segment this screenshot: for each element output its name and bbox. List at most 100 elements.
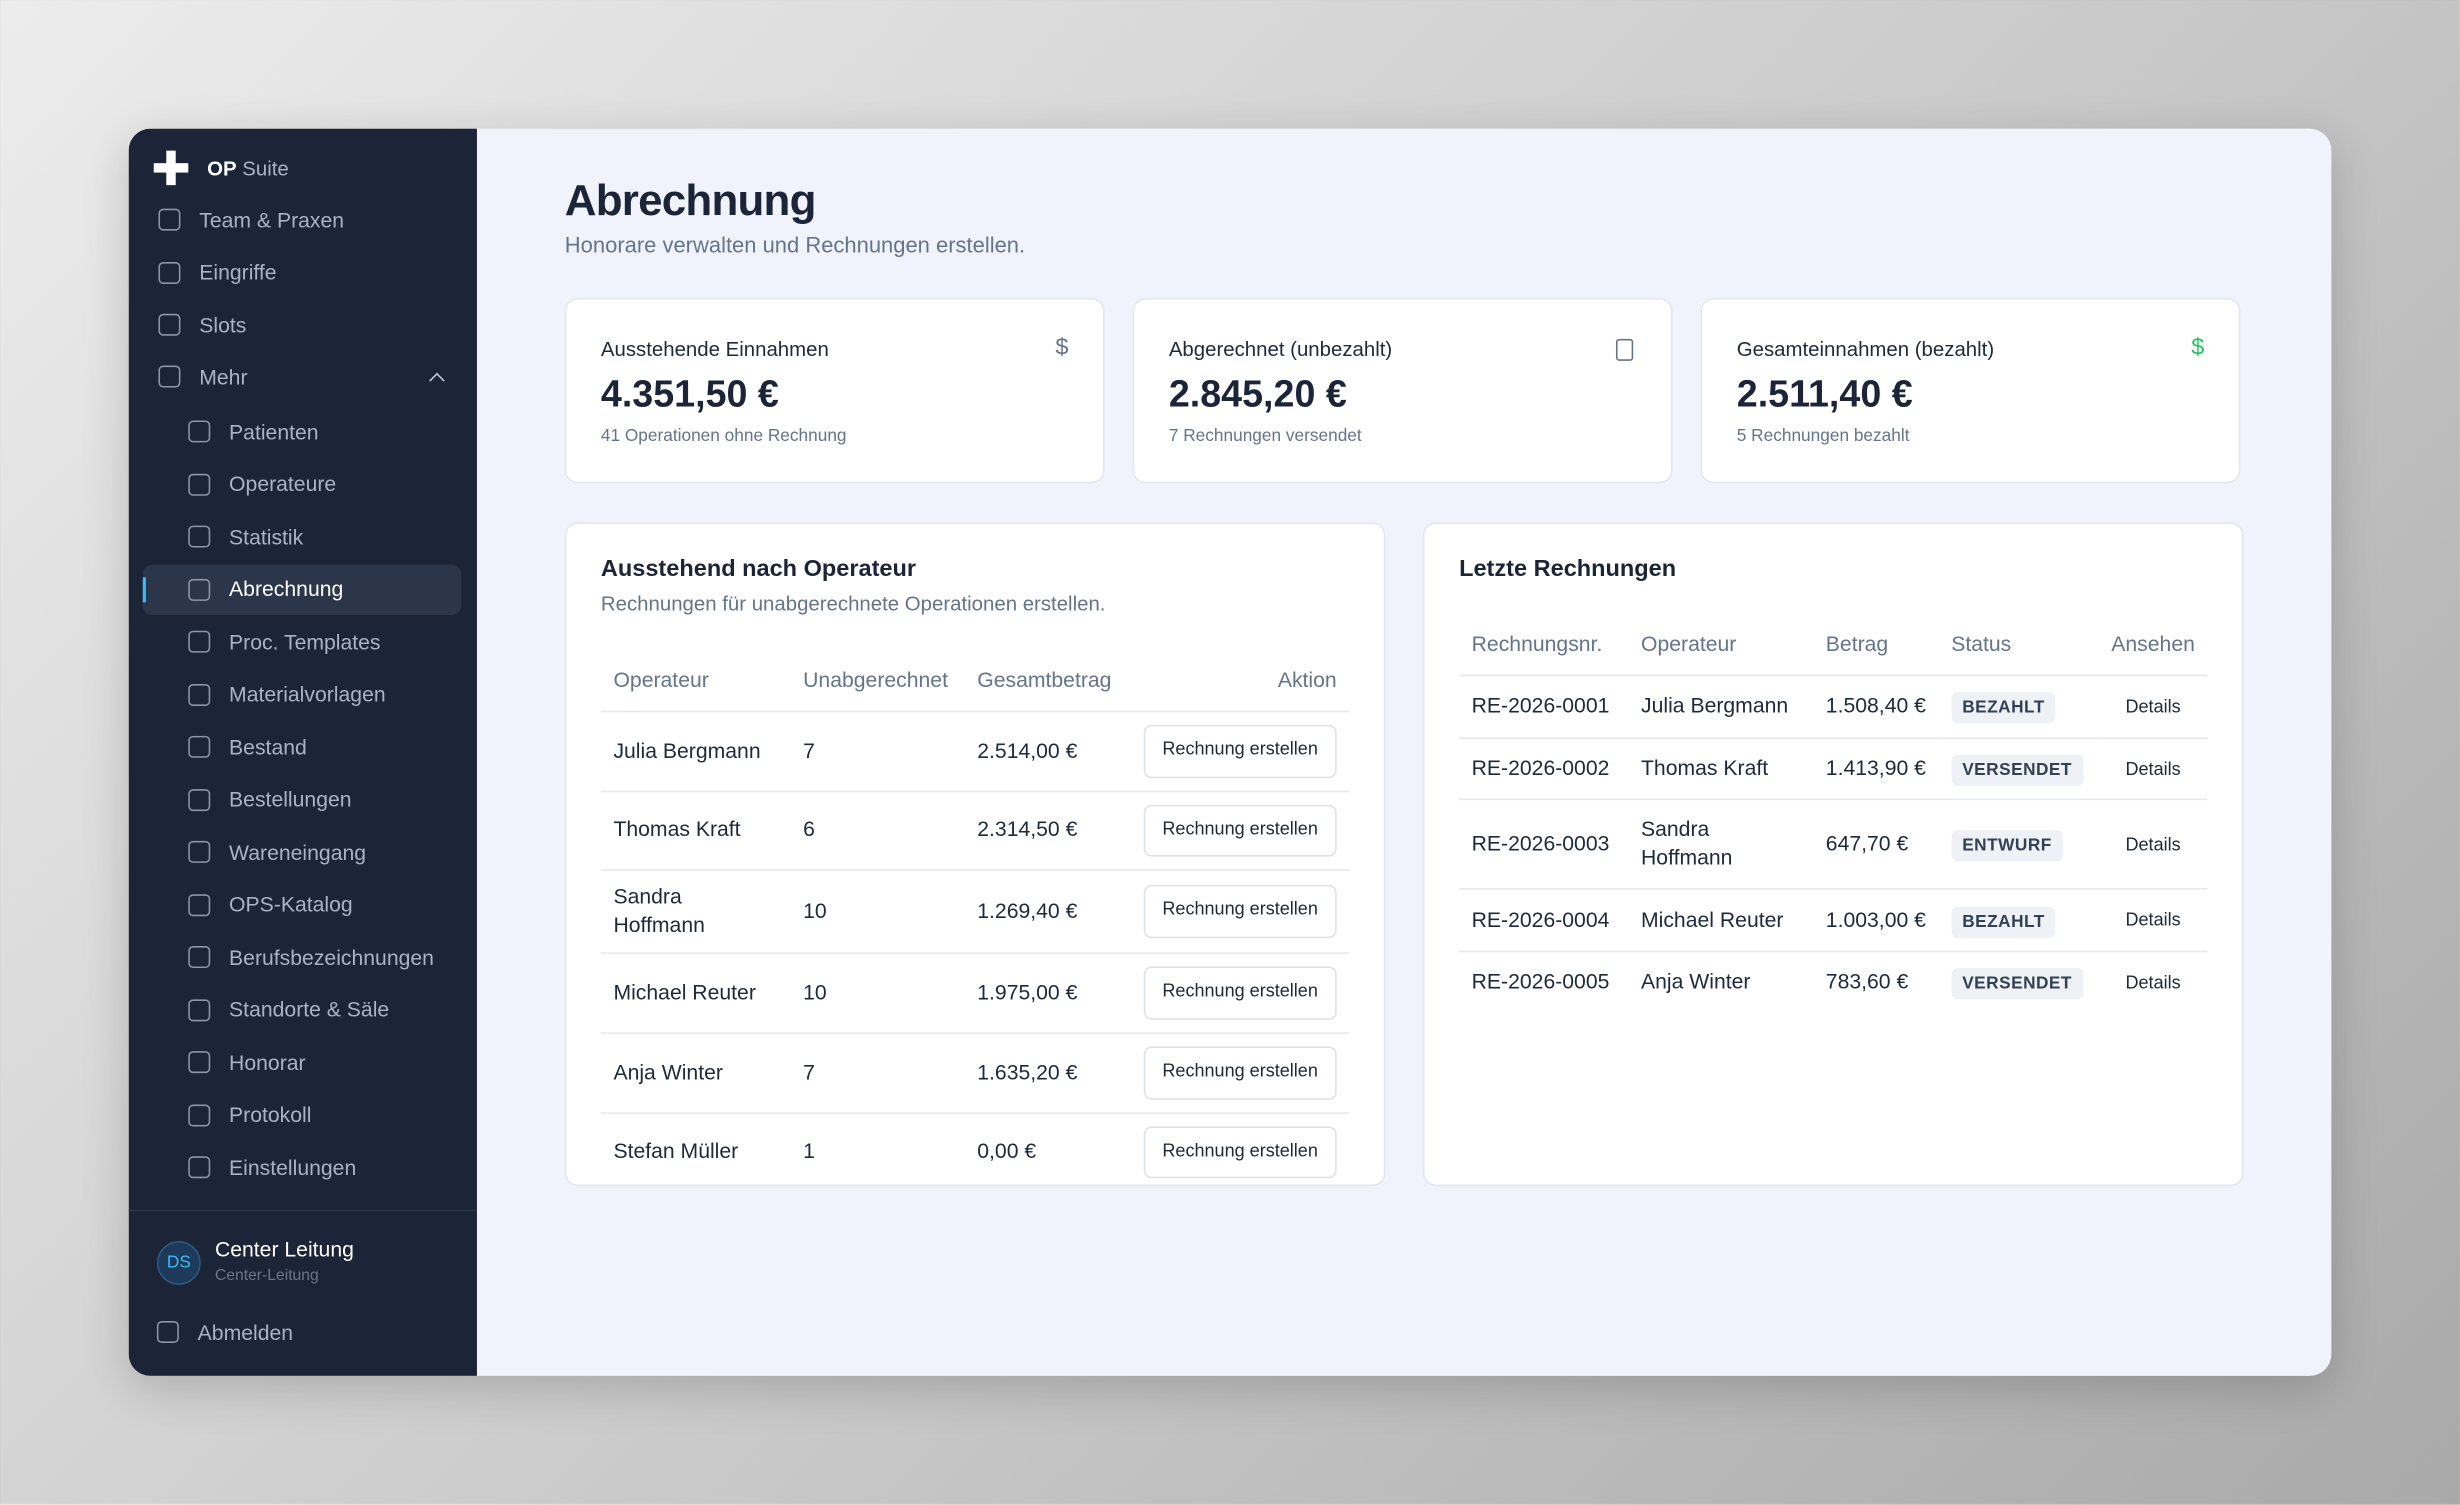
nav-item[interactable]: Berufsbezeichnungen <box>143 932 461 982</box>
table-row: Julia Bergmann 7 2.514,00 € Rechnung erstel… <box>600 711 1350 792</box>
table-row: RE-2026-0001 Julia Bergmann 1.508,40 € BEZA… <box>1459 675 2208 739</box>
cell-text: Julia Bergmann <box>1640 693 1789 718</box>
nav-item[interactable]: Operateure <box>143 459 461 509</box>
nav-label: Proc. Templates <box>229 629 381 654</box>
create-invoice-button[interactable]: Rechnung erstellen <box>1143 804 1337 857</box>
cell-text: Anja Winter <box>613 1059 723 1084</box>
sidebar: OP Suite DS Center Leitung Center-Leitun… <box>128 128 477 1376</box>
cell-text: 7 <box>803 1059 815 1084</box>
cell-text: 7 <box>803 738 815 762</box>
cell-text: Julia Bergmann <box>613 738 761 762</box>
cell-text: 783,60 € <box>1825 969 1909 994</box>
cell-text: RE-2026-0004 <box>1471 907 1610 932</box>
create-invoice-button[interactable]: Rechnung erstellen <box>1143 1046 1337 1100</box>
status-badge: BEZAHLT <box>1951 692 2056 724</box>
nav-item[interactable]: Patienten <box>143 406 461 456</box>
cell: Michael Reuter <box>600 953 791 1034</box>
create-invoice-button[interactable]: Rechnung erstellen <box>1143 1125 1337 1179</box>
nav-label: Operateure <box>229 472 337 496</box>
nav-item[interactable]: Materialvorlagen <box>143 669 461 719</box>
details-link[interactable]: Details <box>2125 698 2181 717</box>
cell-text: RE-2026-0003 <box>1471 831 1610 856</box>
cell-text: Sandra Hoffmann <box>1640 817 1733 870</box>
nav-item[interactable]: Abrechnung <box>142 564 462 615</box>
cell: Rechnung erstellen <box>1131 1112 1349 1190</box>
icon <box>188 473 211 495</box>
nav-item[interactable]: Eingriffe <box>143 247 461 297</box>
details-link[interactable]: Details <box>2125 760 2181 779</box>
nav-item[interactable]: Slots <box>143 300 461 350</box>
icon <box>158 261 181 284</box>
cell-text: Michael Reuter <box>613 980 756 1005</box>
cell: 1.003,00 € <box>1813 889 1939 953</box>
nav-item[interactable]: Statistik <box>143 511 461 561</box>
cell: Anja Winter <box>1628 952 1813 1013</box>
create-invoice-button[interactable]: Rechnung erstellen <box>1143 724 1337 778</box>
nav-item[interactable]: Proc. Templates <box>143 617 461 667</box>
cell: RE-2026-0001 <box>1459 675 1629 739</box>
icon <box>188 735 211 758</box>
cell: Rechnung erstellen <box>1131 953 1350 1034</box>
nav-item[interactable]: Standorte & Säle <box>143 984 461 1034</box>
brand-name: OP <box>207 156 237 180</box>
card-icon: $ <box>2191 334 2205 361</box>
table-row: Anja Winter 7 1.635,20 € Rechnung erstellen <box>600 1033 1350 1114</box>
cell-text: Stefan Müller <box>613 1139 739 1163</box>
cell: RE-2026-0003 <box>1459 799 1629 891</box>
nav-item[interactable]: Protokoll <box>143 1090 461 1140</box>
cell: ENTWURF <box>1938 799 2099 891</box>
cell: RE-2026-0004 <box>1459 889 1629 953</box>
nav-label: Einstellungen <box>229 1155 357 1180</box>
details-link[interactable]: Details <box>2125 836 2181 856</box>
cell: 1.508,40 € <box>1813 675 1939 739</box>
nav-item[interactable]: Bestellungen <box>143 774 461 824</box>
status-badge: BEZAHLT <box>1951 906 2056 938</box>
nav-item[interactable]: Mehr <box>143 351 461 401</box>
cell-text: Anja Winter <box>1640 969 1751 994</box>
cell: 7 <box>790 711 965 792</box>
main: Abrechnung Honorare verwalten und Rechnu… <box>477 129 2331 1376</box>
nav-item[interactable]: Einstellungen <box>143 1142 461 1192</box>
cell: Stefan Müller <box>601 1112 791 1190</box>
icon <box>158 365 181 388</box>
header-row: Rechnungsnr. Operateur Betrag Status Ansehen <box>1459 613 2208 677</box>
nav-item[interactable]: Wareneingang <box>143 827 461 877</box>
icon <box>158 313 181 336</box>
cell: Anja Winter <box>600 1033 791 1114</box>
details-link[interactable]: Details <box>2125 912 2181 932</box>
nav-label: Slots <box>199 312 247 337</box>
cell-text: 1.508,40 € <box>1825 693 1926 718</box>
icon <box>188 630 211 653</box>
cell-text: 10 <box>803 980 827 1005</box>
nav-item[interactable]: Team & Praxen <box>143 195 461 245</box>
nav-label: Abrechnung <box>229 577 344 601</box>
card-label: Ausstehende Einnahmen <box>600 337 829 361</box>
header-row: Operateur Unabgerechnet Gesamtbetrag Aktion <box>600 649 1350 713</box>
icon <box>188 420 211 443</box>
cell: 783,60 € <box>1813 952 1938 1013</box>
cell: Details <box>2098 675 2208 739</box>
cell: Details <box>2098 889 2208 953</box>
avatar: DS <box>156 1240 201 1285</box>
nav-item[interactable]: OPS-Katalog <box>143 879 461 929</box>
nav-item[interactable]: Bestand <box>143 722 461 772</box>
card-icon <box>1615 338 1634 361</box>
cell: Rechnung erstellen <box>1131 870 1350 955</box>
cell: 1 <box>791 1112 965 1190</box>
cell: 647,70 € <box>1813 799 1939 891</box>
chevron <box>429 371 445 388</box>
nav-item[interactable]: Honorar <box>143 1037 461 1087</box>
create-invoice-button[interactable]: Rechnung erstellen <box>1143 967 1337 1020</box>
stat-card: Gesamteinnahmen (bezahlt) 2.511,40 € 5 Rec… <box>1700 298 2241 484</box>
column-header: Aktion <box>1131 649 1350 713</box>
panel-subtitle: Rechnungen für unabgerechnete Operatione… <box>600 591 1106 616</box>
icon <box>188 998 211 1021</box>
cell: Thomas Kraft <box>1628 737 1814 801</box>
nav-label: Wareneingang <box>229 840 367 864</box>
cell-text: Thomas Kraft <box>613 817 741 842</box>
create-invoice-button[interactable]: Rechnung erstellen <box>1143 885 1337 939</box>
cell: BEZAHLT <box>1938 889 2099 953</box>
details-link[interactable]: Details <box>2125 974 2181 994</box>
icon <box>188 946 211 969</box>
logout[interactable]: Abmelden <box>156 1307 461 1357</box>
